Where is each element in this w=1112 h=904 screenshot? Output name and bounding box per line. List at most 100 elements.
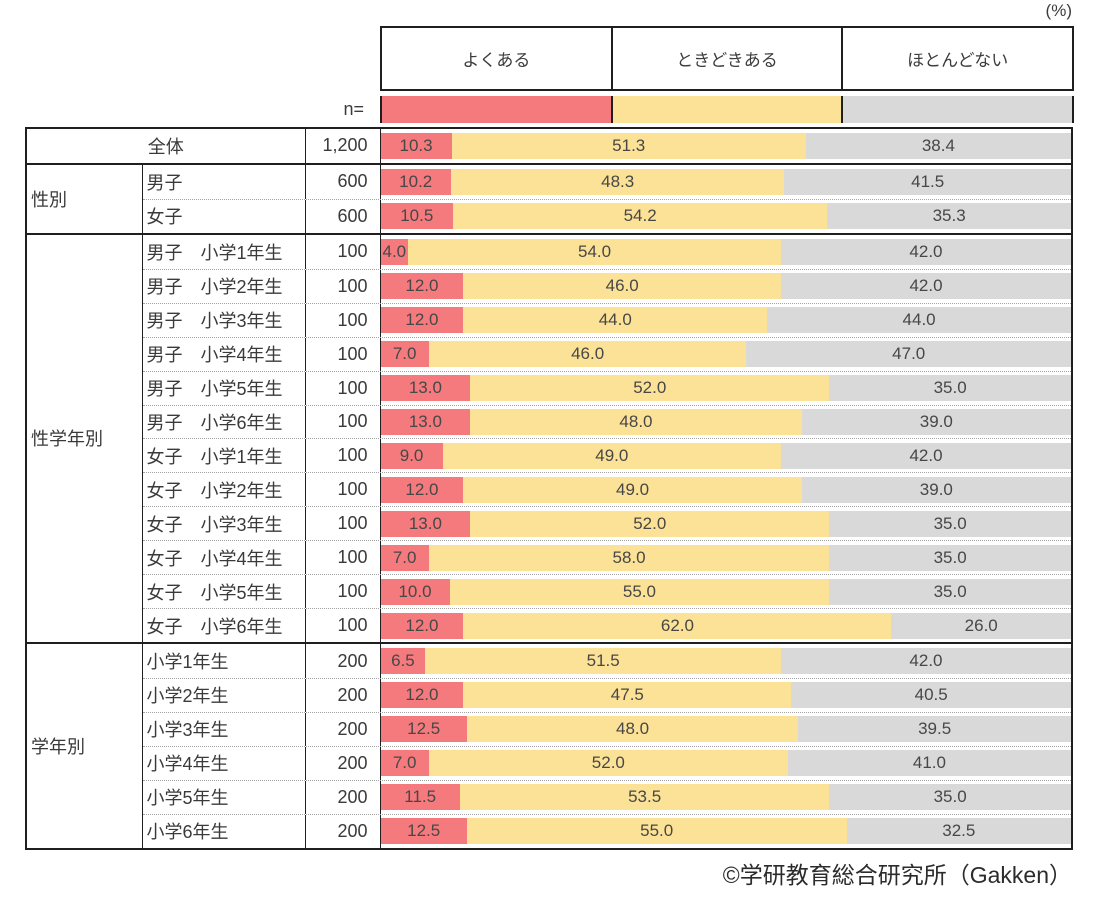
- row-n-value: 100: [306, 303, 381, 337]
- bar-segment-sometimes: 58.0: [428, 544, 830, 571]
- bar-segment-often: 9.0: [380, 442, 443, 469]
- legend-swatch-often: [380, 96, 613, 123]
- bar-segment-sometimes: 54.2: [453, 203, 828, 230]
- bar-segment-rarely: 47.0: [746, 341, 1071, 368]
- bar-value-label: 42.0: [909, 241, 943, 261]
- bar-value-label: 12.0: [405, 276, 439, 296]
- table-row: 女子 小学3年生 100 13.0 52.0 35.0: [142, 506, 1071, 541]
- bar-value-label: 47.0: [892, 344, 926, 364]
- row-label: 女子 小学3年生: [143, 507, 306, 541]
- bar-value-label: 32.5: [942, 821, 976, 841]
- bar-value-label: 35.0: [933, 787, 967, 807]
- row-n-value: 100: [306, 234, 381, 269]
- bar-stack: 13.0 52.0 35.0: [380, 372, 1072, 405]
- bar-segment-sometimes: 47.5: [463, 682, 792, 709]
- bar-value-label: 7.0: [392, 753, 417, 773]
- row-n-value: 100: [306, 541, 381, 575]
- bar-stack: 12.0 49.0 39.0: [380, 473, 1072, 506]
- bar-stack: 12.0 44.0 44.0: [380, 304, 1072, 337]
- row-label: 小学4年生: [143, 746, 306, 780]
- bar-segment-sometimes: 46.0: [463, 273, 781, 300]
- bar-value-label: 9.0: [399, 445, 424, 465]
- bar-value-label: 48.3: [601, 171, 635, 191]
- row-label: 女子 小学2年生: [143, 473, 306, 507]
- row-label: 小学3年生: [143, 712, 306, 746]
- bar-segment-sometimes: 55.0: [449, 578, 830, 605]
- row-group: 性学年別 男子 小学1年生 100 4.0 54.0 42.0 男子 小学2年生 100 12.…: [27, 232, 1072, 643]
- bar-stack: 12.0 46.0 42.0: [380, 270, 1072, 303]
- bar-segment-sometimes: 48.3: [450, 168, 785, 195]
- row-label: 男子: [143, 164, 306, 199]
- row-n-value: 100: [306, 473, 381, 507]
- table-row: 男子 小学1年生 100 4.0 54.0 42.0: [143, 234, 1072, 269]
- bar-value-label: 10.3: [399, 135, 433, 155]
- bar-value-label: 51.3: [612, 135, 646, 155]
- group-label: 性別: [27, 164, 143, 233]
- legend-swatch-sometimes: [612, 96, 844, 123]
- row-n-value: 200: [306, 644, 381, 678]
- percent-unit-label: (%): [1045, 1, 1072, 20]
- bar-stack: 11.5 53.5 35.0: [380, 781, 1072, 814]
- row-group: 性別 男子 600 10.2 48.3 41.5 女子 600 10.5 54.2 35.3: [27, 162, 1072, 233]
- table-row: 小学2年生 200 12.0 47.5 40.5: [142, 678, 1071, 712]
- bar-value-label: 13.0: [408, 513, 442, 533]
- row-label: 男子 小学2年生: [143, 269, 306, 303]
- row-label: 小学6年生: [143, 814, 306, 848]
- row-n-value: 1,200: [306, 129, 381, 163]
- table-row: 女子 小学2年生 100 12.0 49.0 39.0: [142, 472, 1072, 507]
- row-n-value: 200: [306, 780, 381, 814]
- row-n-value: 200: [306, 712, 381, 746]
- n-equals-label: n=: [343, 99, 364, 119]
- bar-segment-sometimes: 48.0: [470, 408, 802, 435]
- bar-value-label: 55.0: [622, 581, 656, 601]
- row-label: 小学1年生: [143, 644, 306, 678]
- bar-segment-often: 4.0: [380, 238, 409, 265]
- legend-color-strip: [380, 96, 1075, 123]
- bar-value-label: 7.0: [392, 547, 417, 567]
- table-row: 全体 1,200 10.3 51.3 38.4: [27, 129, 1071, 163]
- bar-stack: 9.0 49.0 42.0: [380, 439, 1072, 472]
- table-row: 男子 小学2年生 100 12.0 46.0 42.0: [142, 268, 1072, 303]
- bar-value-label: 40.5: [914, 685, 948, 705]
- bar-value-label: 41.5: [911, 171, 945, 191]
- bar-segment-often: 12.5: [380, 818, 467, 845]
- bar-value-label: 48.0: [615, 719, 650, 739]
- bar-value-label: 4.0: [382, 241, 407, 261]
- row-n-value: 100: [306, 371, 381, 405]
- row-n-value: 200: [306, 679, 381, 712]
- row-n-value: 200: [306, 814, 381, 848]
- row-label: 女子 小学1年生: [143, 439, 306, 473]
- group-rows: 小学1年生 200 6.5 51.5 42.0 小学2年生 200 12.0 47.5 40.5 小…: [142, 644, 1072, 848]
- legend-row: よくある ときどきある ほとんどない: [380, 26, 1075, 91]
- bar-value-label: 58.0: [612, 547, 646, 567]
- table-row: 女子 小学1年生 100 9.0 49.0 42.0: [142, 438, 1072, 473]
- bar-segment-often: 10.5: [380, 203, 453, 230]
- bar-segment-rarely: 26.0: [891, 612, 1071, 639]
- bar-value-label: 35.0: [933, 547, 967, 567]
- bar-stack: 10.2 48.3 41.5: [380, 165, 1072, 199]
- bar-value-label: 12.0: [405, 615, 439, 635]
- table-row: 小学4年生 200 7.0 52.0 41.0: [142, 745, 1071, 780]
- row-n-value: 100: [306, 439, 381, 473]
- bar-segment-often: 7.0: [380, 544, 429, 571]
- bar-segment-often: 6.5: [380, 648, 426, 675]
- bar-segment-rarely: 42.0: [780, 238, 1071, 265]
- bar-value-label: 13.0: [408, 411, 442, 431]
- table-row: 小学1年生 200 6.5 51.5 42.0: [143, 644, 1072, 678]
- row-label: 男子 小学6年生: [143, 405, 306, 439]
- bar-segment-sometimes: 49.0: [463, 476, 802, 503]
- bar-value-label: 42.0: [909, 276, 943, 296]
- bar-segment-rarely: 42.0: [780, 442, 1071, 469]
- bar-value-label: 47.5: [610, 685, 644, 705]
- bar-value-label: 54.2: [623, 206, 657, 226]
- bar-value-label: 41.0: [912, 753, 946, 773]
- bar-value-label: 52.0: [591, 753, 625, 773]
- group-rows: 男子 600 10.2 48.3 41.5 女子 600 10.5 54.2 35.3: [142, 164, 1072, 233]
- bar-value-label: 35.0: [933, 513, 967, 533]
- bar-value-label: 38.4: [921, 135, 955, 155]
- table-row: 女子 600 10.5 54.2 35.3: [142, 198, 1072, 233]
- bar-stack: 10.5 54.2 35.3: [380, 200, 1072, 233]
- bar-value-label: 39.0: [919, 479, 953, 499]
- bar-segment-often: 10.2: [380, 168, 451, 195]
- bar-segment-often: 13.0: [380, 408, 471, 435]
